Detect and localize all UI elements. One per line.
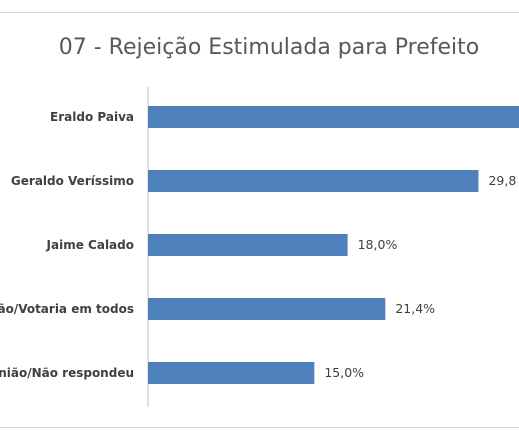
category-label: ão/Votaria em todos <box>0 302 134 316</box>
category-label: Jaime Calado <box>46 238 134 252</box>
chart-frame-bottom <box>0 427 519 428</box>
bar <box>148 234 348 256</box>
category-label: inião/Não respondeu <box>0 366 134 380</box>
bars-group: Eraldo Paiva Geraldo Veríssimo 29,8 Jaime C… <box>0 106 519 384</box>
data-label: 21,4% <box>395 301 435 316</box>
category-label: Eraldo Paiva <box>50 110 134 124</box>
data-label: 29,8 <box>488 173 516 188</box>
data-label: 18,0% <box>358 237 398 252</box>
data-label: 15,0% <box>324 365 364 380</box>
category-label: Geraldo Veríssimo <box>11 174 134 188</box>
bar <box>148 106 519 128</box>
bar <box>148 170 479 192</box>
chart-title: 07 - Rejeição Estimulada para Prefeito <box>59 35 479 60</box>
chart-frame-top <box>0 12 519 13</box>
bar <box>148 298 386 320</box>
bar <box>148 362 315 384</box>
